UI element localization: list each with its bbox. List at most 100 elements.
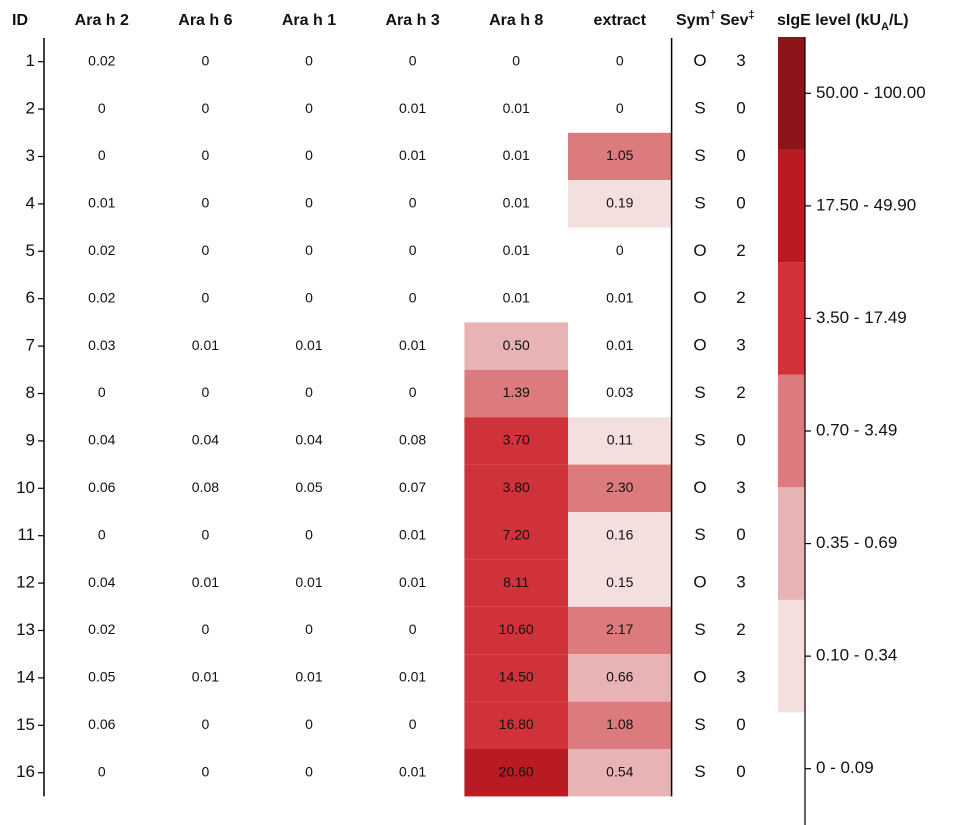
heat-cell — [464, 417, 568, 465]
cell-label: 0.15 — [606, 574, 633, 590]
cell-label: 0 — [409, 716, 417, 732]
row-header: ID — [12, 12, 28, 29]
cell-label: 0 — [305, 716, 313, 732]
cell-label: 0 — [305, 763, 313, 779]
cell-label: 0 — [202, 384, 210, 400]
cell-label: 0.03 — [88, 337, 115, 353]
heat-cell — [464, 38, 568, 86]
heat-cell — [153, 701, 258, 749]
cell-label: 0.01 — [399, 763, 426, 779]
heat-cell — [360, 275, 465, 323]
heat-cell — [50, 369, 154, 418]
heat-cell — [464, 275, 568, 323]
cell-label: 3.70 — [503, 432, 530, 448]
cell-label: 0.07 — [399, 479, 426, 495]
heat-cell — [360, 512, 465, 560]
cell-label: 0.01 — [192, 669, 219, 685]
heat-cell — [568, 275, 672, 323]
cell-label: 0 — [409, 195, 417, 211]
cell-label: 0 — [409, 289, 417, 305]
cell-label: 0.02 — [88, 289, 115, 305]
cell-label: 0.54 — [606, 763, 633, 779]
cell-label: 0.01 — [399, 669, 426, 685]
sev-header-text: Sev — [720, 12, 749, 29]
cell-label: 0.02 — [88, 242, 115, 258]
cell-label: 0 — [202, 289, 210, 305]
sym-header-text: Sym — [676, 12, 710, 29]
sev-value: 0 — [736, 715, 745, 734]
cell-label: 0 — [202, 195, 210, 211]
cell-label: 0 — [512, 52, 520, 68]
heat-cell — [360, 701, 465, 749]
cell-label: 0 — [202, 716, 210, 732]
row-label: 2 — [26, 99, 35, 118]
cell-label: 0 — [98, 147, 106, 163]
heat-cell — [568, 227, 672, 275]
sym-value: O — [693, 51, 706, 70]
heat-cell — [153, 749, 258, 797]
sev-value: 2 — [736, 620, 745, 639]
sym-value: O — [693, 336, 706, 355]
cell-label: 0.16 — [606, 526, 633, 542]
sym-value: S — [694, 715, 705, 734]
heat-cell — [568, 322, 672, 370]
heat-cell — [153, 369, 258, 418]
heat-cell — [257, 132, 361, 181]
cell-label: 14.50 — [499, 669, 534, 685]
sym-value: S — [694, 525, 705, 544]
heat-cell — [568, 701, 672, 749]
heat-cell — [360, 369, 465, 418]
heat-cell — [360, 132, 465, 181]
cell-label: 0.06 — [88, 479, 115, 495]
cell-label: 0 — [409, 242, 417, 258]
heat-cell — [257, 559, 361, 607]
cell-label: 0 — [305, 52, 313, 68]
legend-swatch — [778, 37, 805, 150]
row-label: 11 — [17, 525, 35, 544]
sev-value: 3 — [736, 573, 745, 592]
cell-label: 0 — [616, 242, 624, 258]
heat-cell — [464, 464, 568, 512]
sev-value: 0 — [736, 430, 745, 449]
row-label: 15 — [16, 715, 35, 734]
heat-cell — [50, 559, 154, 607]
heat-cell — [50, 512, 154, 560]
legend-title-sub: A — [881, 21, 889, 33]
cell-label: 0.02 — [88, 621, 115, 637]
cell-label: 0 — [202, 242, 210, 258]
heat-cell — [50, 322, 154, 370]
heat-cell — [464, 559, 568, 607]
sev-value: 0 — [736, 762, 745, 781]
cell-label: 0.01 — [399, 100, 426, 116]
heat-cell — [257, 180, 361, 228]
heat-cell — [257, 38, 361, 86]
sev-header: Sev‡ — [720, 9, 755, 29]
cell-label: 0.01 — [503, 100, 530, 116]
column-header: Ara h 2 — [75, 12, 129, 29]
sym-value: S — [694, 193, 705, 212]
heat-cell — [568, 654, 672, 702]
cell-label: 0 — [616, 100, 624, 116]
cell-label: 0.01 — [399, 147, 426, 163]
heat-cell — [257, 275, 361, 323]
heat-cell — [360, 654, 465, 702]
cell-label: 0.04 — [88, 574, 115, 590]
column-header: Ara h 3 — [385, 12, 439, 29]
legend-swatch — [778, 149, 805, 263]
cell-label: 0.08 — [192, 479, 219, 495]
row-label: 6 — [26, 288, 35, 307]
sev-value: 0 — [736, 193, 745, 212]
legend-swatch — [778, 599, 805, 713]
cell-label: 0 — [202, 147, 210, 163]
heat-cell — [153, 180, 258, 228]
cell-label: 10.60 — [499, 621, 534, 637]
heat-cell — [464, 180, 568, 228]
sev-value: 2 — [736, 383, 745, 402]
heat-cell — [568, 749, 672, 797]
cell-label: 0.01 — [295, 574, 322, 590]
cell-label: 0.19 — [606, 195, 633, 211]
cell-label: 0.06 — [88, 716, 115, 732]
heat-cell — [257, 701, 361, 749]
sym-header-mark: † — [710, 9, 716, 21]
sev-value: 3 — [736, 478, 745, 497]
